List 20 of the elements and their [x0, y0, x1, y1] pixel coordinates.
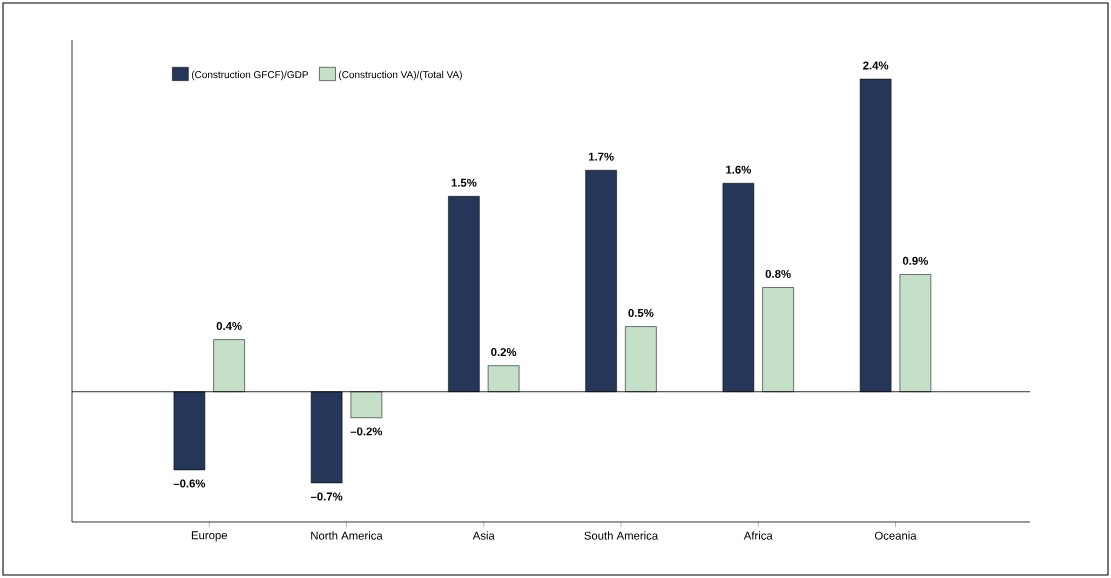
data-label: –0.7%: [310, 492, 343, 501]
data-label: –0.2%: [350, 427, 383, 436]
x-tick-label: South America: [584, 531, 659, 540]
x-tick-label: Asia: [472, 531, 495, 540]
legend-label: (Construction VA)/(Total VA): [339, 70, 462, 81]
data-label: 0.9%: [902, 256, 928, 265]
data-label: 1.7%: [588, 152, 614, 161]
x-tick-label: Africa: [743, 531, 773, 540]
legend-label: (Construction GFCF)/GDP: [191, 70, 308, 81]
x-tick-label: Oceania: [874, 531, 917, 540]
x-tick-label: North America: [311, 531, 383, 540]
data-label: 2.4%: [863, 61, 889, 70]
data-label: 1.6%: [726, 165, 752, 174]
x-tick-label: Europe: [191, 531, 228, 542]
data-label: 0.4%: [216, 322, 242, 331]
data-label: 0.2%: [491, 348, 517, 357]
data-label: 1.5%: [451, 178, 477, 187]
data-label: 0.5%: [628, 308, 654, 317]
data-label: –0.6%: [173, 479, 206, 488]
data-label: 0.8%: [765, 269, 791, 278]
